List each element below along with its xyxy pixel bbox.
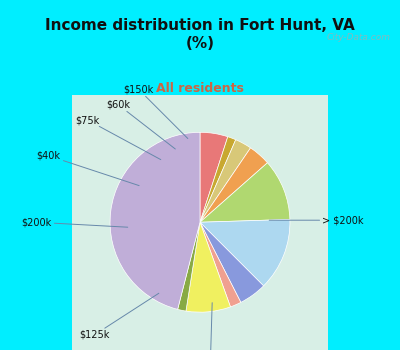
- Text: $150k: $150k: [124, 84, 188, 139]
- Wedge shape: [200, 137, 236, 222]
- Text: Income distribution in Fort Hunt, VA
(%): Income distribution in Fort Hunt, VA (%): [45, 18, 355, 51]
- Text: $75k: $75k: [76, 115, 161, 160]
- Text: $125k: $125k: [80, 293, 159, 340]
- Text: $40k: $40k: [37, 151, 139, 186]
- Text: $200k: $200k: [21, 217, 128, 227]
- Text: City-Data.com: City-Data.com: [327, 33, 391, 42]
- Wedge shape: [200, 222, 241, 307]
- Wedge shape: [110, 132, 200, 309]
- Wedge shape: [200, 219, 290, 286]
- Text: $100k: $100k: [195, 303, 225, 350]
- Wedge shape: [200, 132, 228, 222]
- Wedge shape: [178, 222, 200, 311]
- Wedge shape: [200, 140, 250, 222]
- Wedge shape: [200, 163, 290, 222]
- Text: $60k: $60k: [106, 100, 175, 149]
- Wedge shape: [186, 222, 230, 312]
- Wedge shape: [200, 222, 264, 302]
- Text: All residents: All residents: [156, 82, 244, 95]
- Wedge shape: [200, 148, 268, 222]
- Text: > $200k: > $200k: [269, 215, 364, 225]
